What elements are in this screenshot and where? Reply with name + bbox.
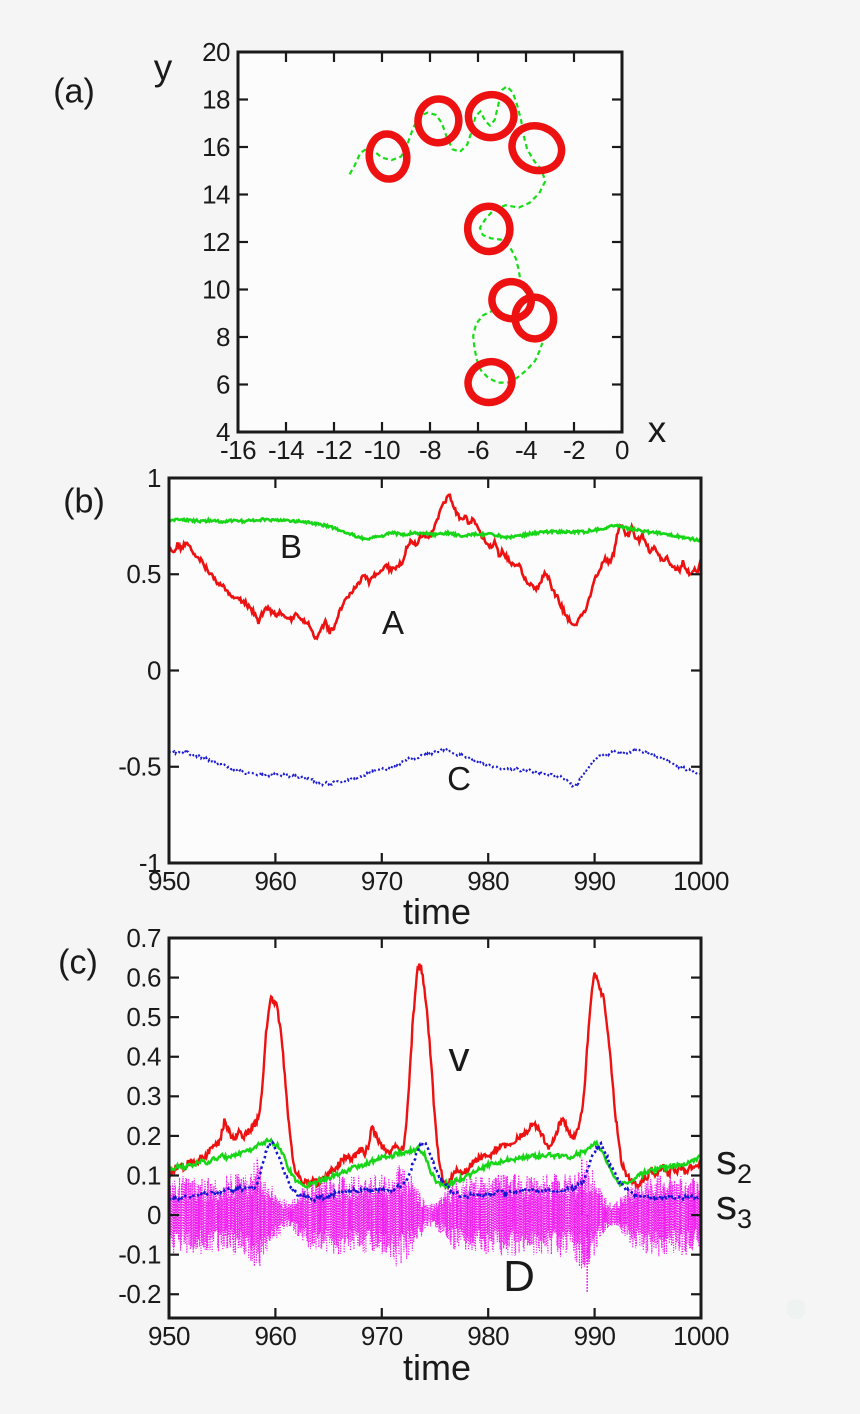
y-tick-label: 16 bbox=[202, 132, 230, 162]
x-tick-label: -4 bbox=[515, 435, 537, 465]
series-v-path bbox=[168, 963, 702, 1191]
x-tick-label: 960 bbox=[254, 866, 296, 896]
orbit-loop bbox=[414, 95, 463, 147]
y-tick-label: -0.2 bbox=[118, 1279, 161, 1309]
y-tick-label: 4 bbox=[216, 417, 230, 447]
series-s2-path bbox=[168, 1137, 702, 1191]
x-tick-label: 1000 bbox=[673, 1321, 729, 1351]
y-tick-label: 0.2 bbox=[126, 1121, 161, 1151]
orbit-loop bbox=[511, 293, 558, 343]
orbit-loop bbox=[488, 277, 536, 323]
y-tick-label: -0.5 bbox=[118, 752, 161, 782]
x-tick-label: -8 bbox=[419, 435, 441, 465]
series-s3-path bbox=[168, 1140, 701, 1204]
y-tick-label: 8 bbox=[216, 322, 230, 352]
x-tick-label: 970 bbox=[361, 866, 403, 896]
orbit-loop bbox=[365, 130, 411, 183]
x-tick-label: -12 bbox=[316, 435, 352, 465]
x-tick-label: -6 bbox=[467, 435, 489, 465]
orbit-loop bbox=[508, 122, 566, 175]
x-tick-label: -2 bbox=[563, 435, 585, 465]
panel-b-bg bbox=[169, 478, 701, 863]
y-tick-label: 12 bbox=[202, 227, 230, 257]
panel-c-series-group bbox=[168, 963, 702, 1293]
y-tick-label: 0.4 bbox=[126, 1042, 161, 1072]
y-tick-label: 20 bbox=[202, 37, 230, 67]
x-tick-label: 1000 bbox=[673, 866, 729, 896]
series-A-path bbox=[168, 493, 702, 641]
y-tick-label: 0.7 bbox=[126, 923, 161, 953]
y-tick-label: 0.6 bbox=[126, 962, 161, 992]
y-tick-label: 14 bbox=[202, 179, 230, 209]
y-tick-label: -0.1 bbox=[118, 1240, 161, 1270]
y-tick-label: 10 bbox=[202, 274, 230, 304]
y-tick-label: 0.1 bbox=[126, 1160, 161, 1190]
orbit-loop bbox=[464, 357, 516, 407]
panel-b-series-group bbox=[168, 493, 702, 789]
y-tick-label: 0.5 bbox=[126, 1002, 161, 1032]
x-tick-label: 990 bbox=[574, 866, 616, 896]
y-tick-label: 0.3 bbox=[126, 1081, 161, 1111]
y-tick-label: -1 bbox=[139, 848, 161, 878]
x-tick-label: 980 bbox=[467, 866, 509, 896]
series-C-path bbox=[168, 746, 702, 789]
x-tick-label: 970 bbox=[361, 1321, 403, 1351]
y-tick-label: 6 bbox=[216, 369, 230, 399]
panel-a-series-group bbox=[348, 84, 566, 407]
x-tick-label: 950 bbox=[148, 866, 190, 896]
orbit-loop bbox=[464, 90, 518, 142]
watermark-dot bbox=[786, 1299, 806, 1319]
y-tick-label: 18 bbox=[202, 84, 230, 114]
panel-c-frame bbox=[167, 936, 703, 1320]
x-tick-label: 950 bbox=[148, 1321, 190, 1351]
panel-a-bg bbox=[238, 52, 622, 432]
x-tick-label: 990 bbox=[574, 1321, 616, 1351]
x-tick-label: 960 bbox=[254, 1321, 296, 1351]
x-tick-label: 980 bbox=[467, 1321, 509, 1351]
y-tick-label: 0 bbox=[147, 655, 161, 685]
series-B-path bbox=[168, 516, 702, 543]
x-tick-label: -10 bbox=[364, 435, 400, 465]
trajectory-path bbox=[348, 84, 547, 384]
orbit-loop bbox=[463, 202, 514, 256]
x-tick-label: -16 bbox=[220, 435, 256, 465]
x-tick-label: 0 bbox=[615, 435, 629, 465]
x-tick-label: -14 bbox=[268, 435, 304, 465]
y-tick-label: 0.5 bbox=[126, 559, 161, 589]
y-tick-label: 0 bbox=[147, 1200, 161, 1230]
series-D-path bbox=[168, 1160, 702, 1269]
y-tick-label: 1 bbox=[147, 463, 161, 493]
